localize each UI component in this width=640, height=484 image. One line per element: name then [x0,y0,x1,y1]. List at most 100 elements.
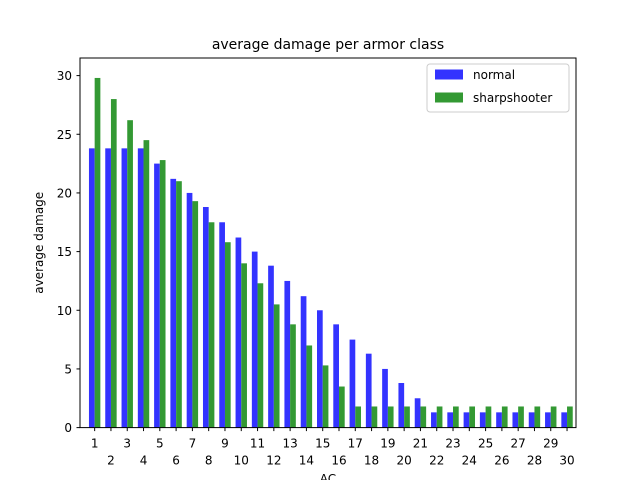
x-tick-label: 26 [494,454,509,468]
bar-normal-25 [479,412,486,428]
bar-normal-30 [561,412,568,428]
bar-normal-27 [512,412,519,428]
bar-normal-12 [268,265,274,428]
bar-normal-22 [431,412,437,428]
bar-normal-11 [251,251,258,428]
x-tick-label: 12 [266,454,281,468]
x-tick-label: 3 [123,437,131,451]
x-tick-label: 14 [299,454,314,468]
legend-label-normal: normal [473,68,515,82]
x-axis-label: AC [320,472,336,480]
bar-sharpshooter-22 [436,406,443,428]
y-tick-label: 0 [64,421,72,435]
x-tick-label: 27 [511,437,526,451]
x-tick-label: 25 [478,437,493,451]
bar-sharpshooter-5 [159,160,166,428]
legend: normal sharpshooter [426,63,570,113]
x-tick-label: 21 [413,437,428,451]
x-tick-label: 22 [429,454,444,468]
x-tick-label: 29 [543,437,558,451]
bar-sharpshooter-12 [273,304,280,428]
bar-normal-3 [121,148,128,428]
bar-sharpshooter-27 [518,406,524,428]
plot-frame [79,57,577,429]
y-tick-label: 30 [57,69,72,83]
bar-sharpshooter-11 [257,283,264,428]
x-tick-label: 28 [527,454,542,468]
bar-sharpshooter-17 [355,406,361,428]
bars [88,77,573,428]
x-tick-label: 10 [234,454,249,468]
bar-sharpshooter-26 [501,406,508,428]
bar-normal-15 [317,310,323,428]
legend-swatch-normal [435,69,463,80]
x-tick-label: 8 [205,454,213,468]
x-axis-ticks: 1234567891011121314151617181920212223242… [91,427,575,468]
y-tick-label: 10 [57,304,72,318]
bar-normal-7 [186,192,193,428]
bar-normal-29 [545,412,551,428]
x-tick-label: 19 [380,437,395,451]
x-tick-label: 5 [156,437,164,451]
x-tick-label: 11 [250,437,265,451]
bar-sharpshooter-29 [550,406,557,428]
chart-title: average damage per armor class [212,37,444,53]
x-tick-label: 16 [331,454,346,468]
bar-sharpshooter-13 [290,324,296,428]
x-tick-label: 9 [221,437,229,451]
y-tick-label: 25 [57,128,72,142]
bar-sharpshooter-4 [143,140,150,428]
x-tick-label: 30 [559,454,574,468]
y-axis-label: average damage [32,192,46,294]
x-tick-label: 17 [348,437,363,451]
bar-normal-14 [300,296,307,428]
bar-sharpshooter-3 [127,120,133,428]
x-tick-label: 13 [282,437,297,451]
bar-sharpshooter-2 [110,99,117,428]
bar-normal-23 [447,412,454,428]
y-axis-ticks: 0 5 10 15 20 25 30 [57,69,80,435]
legend-label-sharpshooter: sharpshooter [473,91,552,105]
y-tick-label: 5 [64,362,72,376]
y-tick-label: 20 [57,186,72,200]
bar-normal-10 [235,237,242,428]
bar-sharpshooter-1 [94,77,101,428]
x-tick-label: 20 [397,454,412,468]
bar-sharpshooter-14 [306,345,313,428]
bar-normal-5 [154,163,160,428]
x-tick-label: 2 [107,454,115,468]
legend-swatch-sharpshooter [435,92,463,103]
bar-normal-8 [202,207,209,428]
bar-normal-9 [219,222,225,428]
bar-normal-19 [382,368,388,428]
x-tick-label: 6 [172,454,180,468]
bar-sharpshooter-8 [208,222,215,428]
bar-normal-24 [463,412,470,428]
bar-sharpshooter-19 [387,406,394,428]
x-tick-label: 15 [315,437,330,451]
bar-normal-26 [496,412,502,428]
bar-sharpshooter-18 [371,406,378,428]
bar-sharpshooter-30 [567,406,573,428]
bar-sharpshooter-16 [339,386,345,428]
bar-normal-21 [414,398,421,428]
bar-normal-2 [105,148,111,428]
bar-normal-20 [398,383,405,428]
x-tick-label: 23 [445,437,460,451]
bar-sharpshooter-20 [404,406,410,428]
bar-normal-1 [88,148,95,428]
bar-sharpshooter-7 [192,201,199,428]
bar-normal-28 [528,412,535,428]
bar-sharpshooter-24 [469,406,476,428]
bar-sharpshooter-6 [176,181,182,428]
bar-normal-13 [284,280,291,428]
x-tick-label: 4 [140,454,148,468]
bar-sharpshooter-15 [322,365,329,428]
bar-normal-17 [349,339,356,428]
x-tick-label: 18 [364,454,379,468]
bar-normal-4 [137,148,144,428]
bar-sharpshooter-25 [485,406,492,428]
x-tick-label: 7 [189,437,197,451]
bar-sharpshooter-23 [453,406,459,428]
